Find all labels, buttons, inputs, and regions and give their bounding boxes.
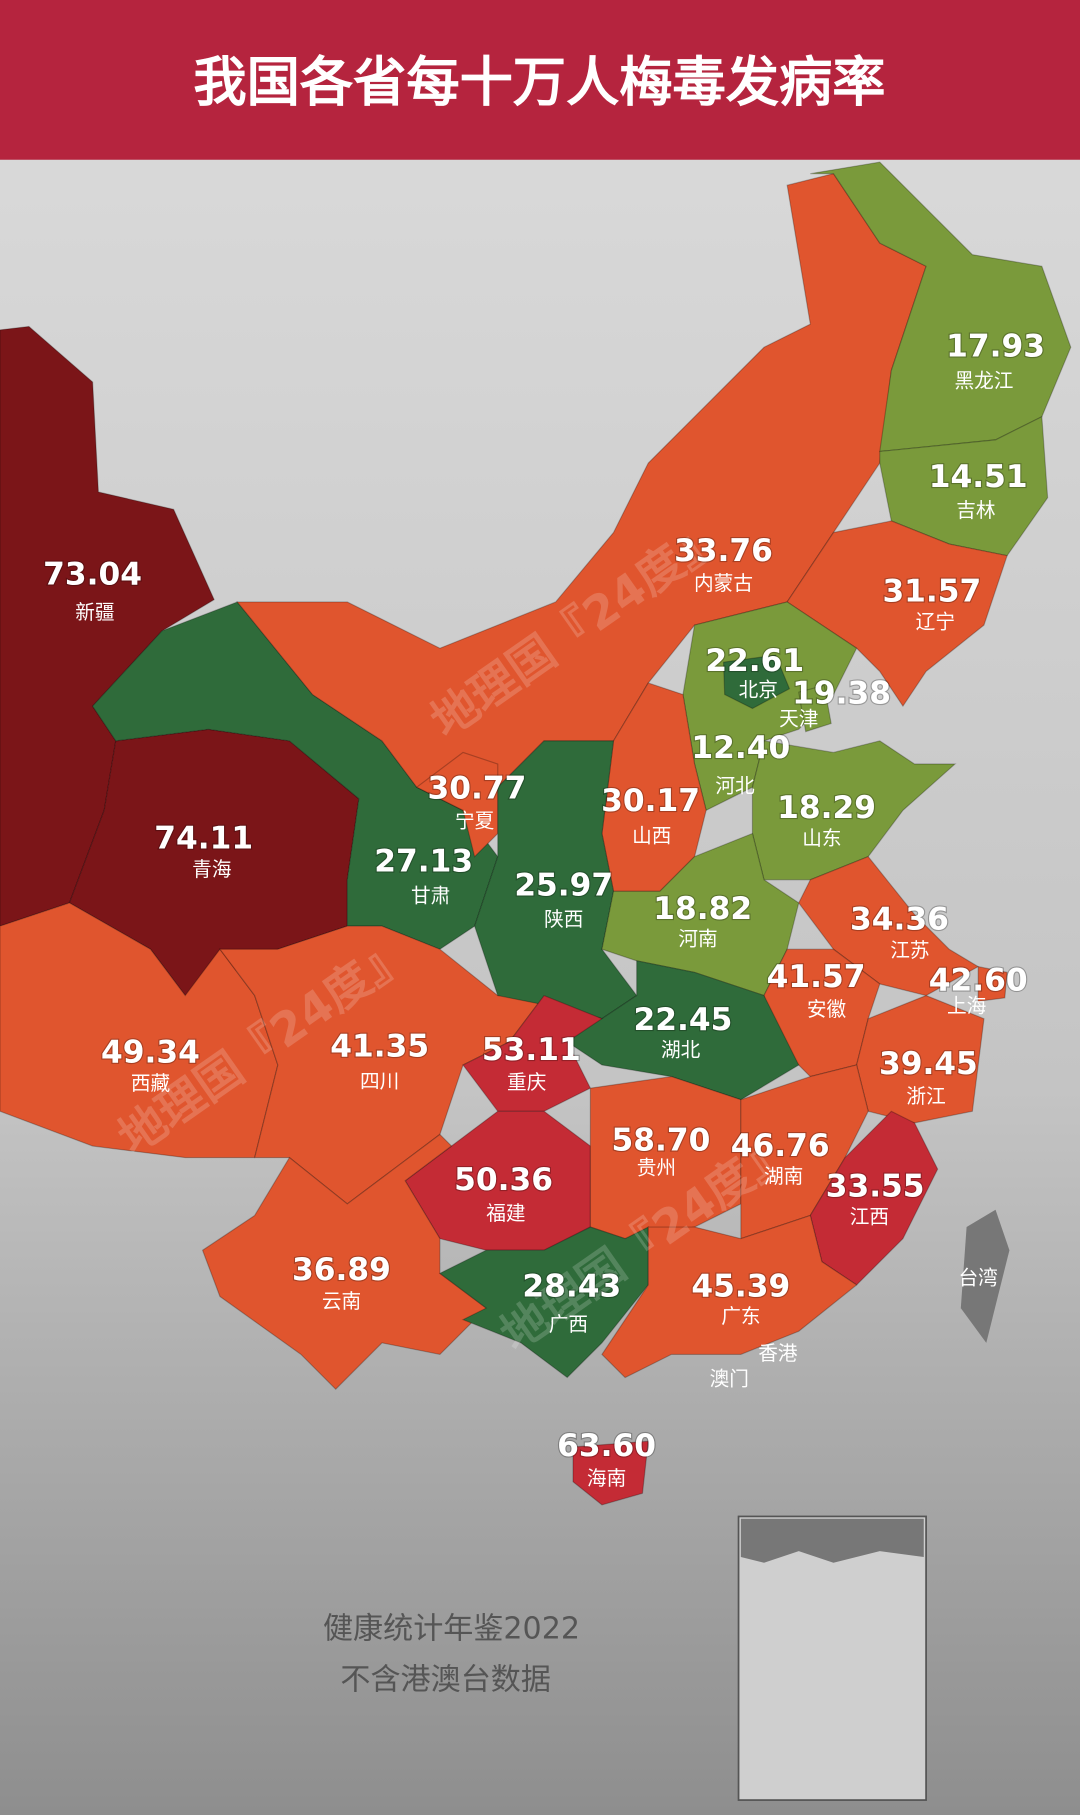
province-value: 53.11 <box>482 1032 581 1068</box>
province-value: 63.60 <box>557 1428 656 1464</box>
province-value: 49.34 <box>101 1034 200 1070</box>
province-name: 湖北 <box>661 1039 701 1062</box>
province-value: 22.61 <box>705 643 804 679</box>
province-value: 73.04 <box>43 556 142 592</box>
province-name: 黑龙江 <box>954 370 1013 393</box>
province-region <box>722 654 791 710</box>
province-value: 41.35 <box>330 1029 429 1065</box>
province-region <box>601 832 800 997</box>
title-banner <box>0 0 1080 160</box>
province-value: 50.36 <box>454 1162 553 1198</box>
province-value: 22.45 <box>634 1002 733 1038</box>
province-value: 58.70 <box>612 1122 711 1158</box>
inset-land <box>740 1518 924 1563</box>
province-name: 天津 <box>779 708 818 731</box>
province-region <box>751 740 957 881</box>
province-name: 江西 <box>850 1205 889 1228</box>
province-value: 33.76 <box>674 533 773 569</box>
province-name: 河南 <box>678 927 717 950</box>
province-name: 广东 <box>721 1305 760 1328</box>
province-name: 浙江 <box>906 1085 945 1108</box>
taiwan-shape <box>960 1209 1010 1343</box>
province-name: 陕西 <box>544 908 583 931</box>
province-name: 湖南 <box>764 1165 803 1188</box>
south-sea-inset <box>737 1515 927 1801</box>
province-value: 25.97 <box>514 868 613 904</box>
province-value: 42.60 <box>929 963 1028 999</box>
province-value: 30.77 <box>428 770 527 806</box>
province-value: 18.82 <box>653 891 752 927</box>
macau-label: 澳门 <box>710 1367 749 1390</box>
province-region <box>91 601 499 950</box>
province-name: 福建 <box>486 1202 525 1225</box>
province-region <box>601 1214 858 1379</box>
province-name: 海南 <box>587 1467 626 1490</box>
province-name: 重庆 <box>507 1071 546 1094</box>
hongkong-label: 香港 <box>758 1342 798 1365</box>
province-name: 青海 <box>192 858 231 881</box>
province-name: 北京 <box>739 679 778 702</box>
note: 不含港澳台数据 <box>340 1662 551 1697</box>
province-name: 河北 <box>715 775 755 798</box>
province-name: 上海 <box>947 995 986 1018</box>
province-name: 安徽 <box>807 998 847 1021</box>
province-region <box>856 994 985 1124</box>
source: 健康统计年鉴2022 <box>323 1611 580 1646</box>
province-name: 山西 <box>632 824 671 847</box>
province-name: 宁夏 <box>455 809 495 832</box>
province-name: 甘肃 <box>411 885 450 908</box>
title: 我国各省每十万人梅毒发病率 <box>193 51 885 113</box>
province-name: 内蒙古 <box>694 572 753 595</box>
province-value: 19.38 <box>792 676 891 712</box>
province-name: 云南 <box>322 1290 361 1313</box>
province-name: 辽宁 <box>916 610 955 633</box>
province-value: 17.93 <box>946 328 1045 364</box>
province-name: 西藏 <box>131 1072 170 1095</box>
province-name: 山东 <box>802 827 841 850</box>
province-value: 36.89 <box>292 1252 391 1288</box>
province-name: 广西 <box>549 1313 588 1336</box>
province-region <box>554 960 800 1101</box>
province-name: 四川 <box>360 1070 399 1093</box>
province-value: 27.13 <box>374 843 473 879</box>
province-value: 12.40 <box>691 730 790 766</box>
province-region <box>809 1110 939 1286</box>
province-value: 30.17 <box>601 783 700 819</box>
province-name: 贵州 <box>637 1157 676 1180</box>
province-value: 45.39 <box>691 1268 790 1304</box>
province-value: 46.76 <box>731 1128 830 1164</box>
province-name: 吉林 <box>956 499 996 522</box>
province-value: 31.57 <box>882 574 981 610</box>
province-value: 74.11 <box>154 820 253 856</box>
province-value: 41.57 <box>767 959 866 995</box>
province-region <box>798 684 832 733</box>
province-value: 33.55 <box>826 1169 925 1205</box>
province-value: 28.43 <box>522 1268 621 1304</box>
province-value: 34.36 <box>850 901 949 937</box>
taiwan-label: 台湾 <box>959 1267 998 1290</box>
province-value: 18.29 <box>777 790 876 826</box>
province-value: 39.45 <box>879 1046 978 1082</box>
province-region <box>977 965 1008 1002</box>
province-value: 14.51 <box>929 459 1028 495</box>
province-name: 江苏 <box>890 939 929 962</box>
province-region <box>572 1440 649 1506</box>
province-region <box>798 855 980 997</box>
province-name: 新疆 <box>75 601 114 624</box>
